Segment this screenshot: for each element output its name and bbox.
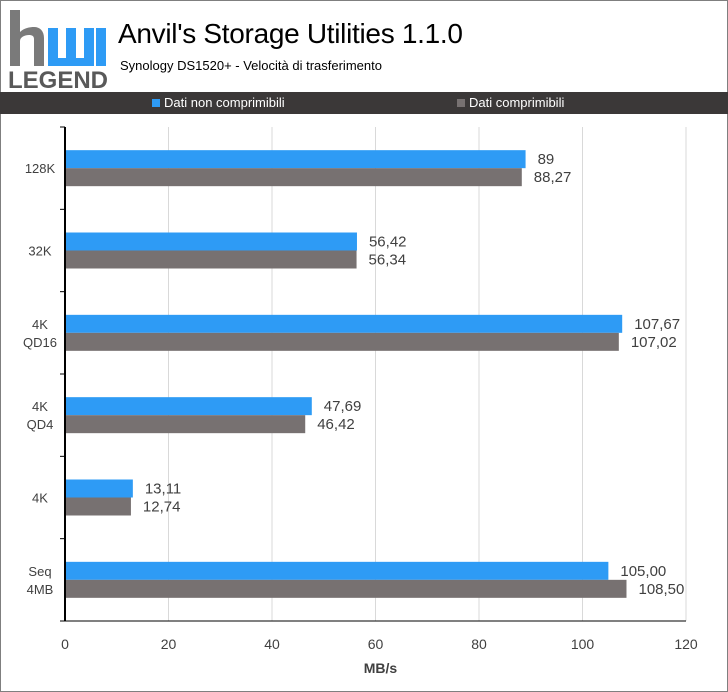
bar bbox=[65, 397, 312, 416]
bar bbox=[65, 479, 133, 498]
data-label: 107,02 bbox=[631, 334, 677, 351]
legend-swatch-blue bbox=[152, 98, 160, 107]
data-label: 107,67 bbox=[634, 316, 680, 333]
data-label: 47,69 bbox=[324, 398, 362, 415]
data-label: 105,00 bbox=[620, 563, 666, 580]
x-tick-label: 80 bbox=[471, 636, 487, 652]
category-label: 4MB bbox=[27, 582, 54, 597]
category-label: 32K bbox=[28, 244, 51, 259]
category-label: 4K bbox=[32, 317, 48, 332]
category-label: 4K bbox=[32, 399, 48, 414]
data-label: 56,34 bbox=[369, 252, 407, 269]
data-label: 88,27 bbox=[534, 169, 572, 186]
data-label: 12,74 bbox=[143, 499, 181, 516]
x-tick-label: 60 bbox=[368, 636, 384, 652]
bar bbox=[65, 561, 609, 580]
hwlegend-logo: LEGEND bbox=[6, 8, 110, 94]
bar bbox=[65, 150, 526, 169]
x-tick-label: 20 bbox=[161, 636, 177, 652]
data-label: 89 bbox=[538, 151, 555, 168]
bar bbox=[65, 168, 522, 187]
legend: Dati non comprimibili Dati comprimibili bbox=[0, 92, 728, 114]
x-axis-title: MB/s bbox=[364, 660, 398, 676]
category-label: 4K bbox=[32, 491, 48, 506]
data-label: 13,11 bbox=[145, 481, 181, 498]
bar bbox=[65, 579, 627, 598]
data-label: 46,42 bbox=[317, 416, 355, 433]
category-label: QD4 bbox=[27, 417, 54, 432]
chart-title: Anvil's Storage Utilities 1.1.0 bbox=[118, 18, 463, 49]
legend-swatch-gray bbox=[457, 98, 465, 107]
data-label: 108,50 bbox=[638, 581, 684, 598]
legend-label: Dati comprimibili bbox=[469, 95, 565, 110]
legend-item-uncompressible: Dati non comprimibili bbox=[152, 95, 285, 110]
bar bbox=[65, 415, 306, 434]
category-label: Seq bbox=[28, 564, 51, 579]
bar bbox=[65, 332, 619, 351]
bar bbox=[65, 497, 131, 516]
data-label: 56,42 bbox=[369, 234, 407, 251]
bar bbox=[65, 314, 623, 333]
category-label: QD16 bbox=[23, 335, 57, 350]
x-tick-label: 0 bbox=[61, 636, 69, 652]
category-label: 128K bbox=[25, 161, 56, 176]
x-tick-label: 100 bbox=[571, 636, 595, 652]
legend-label: Dati non comprimibili bbox=[164, 95, 285, 110]
x-tick-label: 40 bbox=[264, 636, 280, 652]
logo-text: LEGEND bbox=[8, 67, 108, 90]
legend-item-compressible: Dati comprimibili bbox=[457, 95, 564, 110]
bar bbox=[65, 232, 357, 251]
x-tick-label: 120 bbox=[674, 636, 698, 652]
chart-subtitle: Synology DS1520+ - Velocità di trasferim… bbox=[120, 58, 382, 73]
bar bbox=[65, 250, 357, 269]
